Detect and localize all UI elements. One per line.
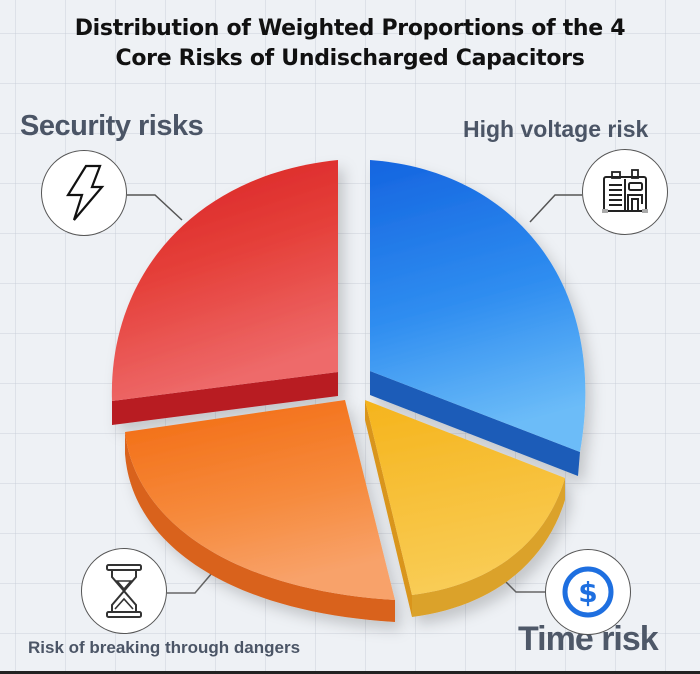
lightning-bolt-icon <box>66 164 105 221</box>
dollar-coin-icon: $ <box>562 566 614 618</box>
chart-title: Distribution of Weighted Proportions of … <box>0 14 700 74</box>
time-icon-badge: $ <box>545 549 631 635</box>
slice-high-voltage[interactable] <box>370 160 586 476</box>
breaking-icon-badge <box>81 548 167 634</box>
security-icon-badge <box>41 150 127 236</box>
label-security-risks: Security risks <box>20 110 204 142</box>
capacitor-board-icon <box>602 169 648 213</box>
connector-security <box>127 194 183 221</box>
high-voltage-icon-badge <box>582 149 668 235</box>
label-high-voltage-risk: High voltage risk <box>463 116 649 142</box>
slice-time[interactable] <box>365 400 565 617</box>
chart-title-line-1: Distribution of Weighted Proportions of … <box>74 16 626 41</box>
hourglass-icon <box>106 564 142 618</box>
svg-text:$: $ <box>578 576 597 609</box>
slice-breaking[interactable] <box>125 400 395 622</box>
connector-breaking <box>167 565 219 594</box>
label-breaking-risk: Risk of breaking through dangers <box>28 638 301 657</box>
slice-security[interactable] <box>111 160 338 425</box>
connector-high-voltage <box>529 194 582 223</box>
bottom-border <box>0 671 700 674</box>
chart-title-line-2: Core Risks of Undischarged Capacitors <box>115 46 585 71</box>
